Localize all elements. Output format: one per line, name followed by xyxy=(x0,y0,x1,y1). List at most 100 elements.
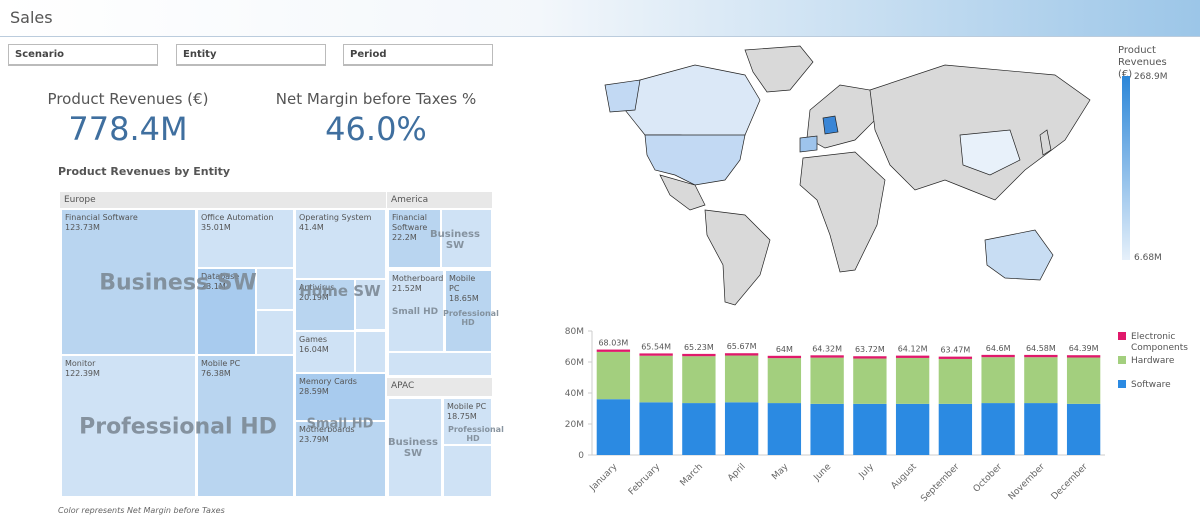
tile-value: 20.19M xyxy=(299,293,329,302)
total-label: 63.72M xyxy=(855,345,885,354)
bar-segment xyxy=(938,403,973,455)
kpi-value: 778.4M xyxy=(68,110,188,148)
bar-segment xyxy=(639,353,673,356)
legend-swatch xyxy=(1118,332,1126,340)
africa xyxy=(799,151,886,273)
japan xyxy=(1039,129,1052,156)
total-label: 64M xyxy=(776,345,793,354)
bar-segment xyxy=(724,355,759,403)
treemap-tile: Mobile PC 18.75M xyxy=(443,398,492,445)
y-tick-label: 80M xyxy=(565,327,584,337)
total-label: 64.32M xyxy=(812,344,842,353)
category-label: Small HD xyxy=(306,416,374,432)
tile-label: Motherboards xyxy=(299,425,355,434)
tile-label: Financial Software xyxy=(65,213,138,222)
tile-value: 22.2M xyxy=(392,233,417,242)
legend-swatch xyxy=(1118,356,1126,364)
group-header: America xyxy=(387,192,492,208)
bar-segment xyxy=(981,403,1015,455)
legend-label: Hardware xyxy=(1131,356,1175,366)
filter[interactable]: Period xyxy=(343,44,493,66)
bar-segment xyxy=(810,403,844,455)
y-tick-label: 40M xyxy=(565,389,584,399)
category-label: Business SW xyxy=(430,229,480,251)
bar-segment xyxy=(767,403,802,455)
category-label: Small HD xyxy=(391,307,439,317)
mexico xyxy=(659,174,706,211)
kpi-label: Product Revenues (€) xyxy=(47,90,209,108)
y-tick-label: 60M xyxy=(565,358,584,368)
map-legend-max: 268.9M xyxy=(1134,72,1168,82)
legend-label: Electronic Components xyxy=(1131,332,1188,353)
bar-segment xyxy=(895,357,930,404)
treemap-tile: Mobile PC 76.38M xyxy=(197,355,294,497)
tile-value: 35.01M xyxy=(201,223,231,232)
bar-segment xyxy=(639,355,673,403)
total-label: 63.47M xyxy=(940,346,970,355)
treemap-tile: Financial Software 22.2M xyxy=(388,209,441,268)
treemap-footnote: Color represents Net Margin before Taxes xyxy=(58,506,225,515)
bar-segment xyxy=(596,349,631,352)
x-tick-label: July xyxy=(857,462,877,482)
bar-segment xyxy=(1024,403,1058,455)
tile-value: 18.75M xyxy=(447,412,477,421)
sheet-title: Sales xyxy=(10,8,53,27)
filter[interactable]: Scenario xyxy=(8,44,158,66)
asia xyxy=(869,64,1091,201)
treemap-tile: Office Automation 35.01M xyxy=(197,209,294,268)
bar-segment xyxy=(639,402,673,455)
bar-segment xyxy=(767,358,802,404)
legend-swatch xyxy=(1118,380,1126,388)
tile-label: Antivirus xyxy=(299,283,335,292)
group-header: APAC xyxy=(387,378,492,396)
category-label: Business SW xyxy=(99,270,257,296)
tile-value: 23.1M xyxy=(201,282,226,291)
bar-segment xyxy=(810,355,844,358)
kpi-label: Net Margin before Taxes % xyxy=(275,90,477,108)
alaska xyxy=(604,79,641,113)
tile-label: Operating System xyxy=(299,213,372,222)
treemap-tile: Antivirus 20.19M xyxy=(295,279,355,331)
tile-value: 123.73M xyxy=(65,223,100,232)
total-label: 65.54M xyxy=(641,342,671,351)
bar-segment xyxy=(1024,354,1058,358)
x-tick-label: January xyxy=(588,462,620,494)
treemap-tile xyxy=(256,268,294,310)
tile-label: Monitor xyxy=(65,359,96,368)
x-tick-label: September xyxy=(919,462,961,504)
treemap-tile: Games 16.04M xyxy=(295,331,355,373)
bar-segment xyxy=(682,353,716,357)
y-tick-label: 0 xyxy=(578,451,584,461)
bar-segment xyxy=(1024,357,1058,404)
x-tick-label: February xyxy=(627,462,663,498)
bar-segment xyxy=(981,354,1015,358)
category-label: Business SW xyxy=(388,437,438,459)
tile-value: 16.04M xyxy=(299,345,329,354)
tile-label: Database xyxy=(201,272,240,281)
australia xyxy=(984,229,1054,281)
map-legend-gradient xyxy=(1122,76,1130,260)
total-label: 68.03M xyxy=(598,339,628,348)
tile-label: Games xyxy=(299,335,327,344)
bar-segment xyxy=(1066,355,1101,358)
tile-label: Financial Software xyxy=(392,213,428,232)
y-tick-label: 20M xyxy=(565,420,584,430)
south-america xyxy=(704,209,771,306)
greenland xyxy=(744,45,814,93)
total-label: 65.67M xyxy=(727,342,757,351)
treemap-tile: Motherboards 21.52M xyxy=(388,270,444,352)
bar-segment xyxy=(895,355,930,358)
tile-label: Office Automation xyxy=(201,213,274,222)
bar-segment xyxy=(596,351,631,400)
bar-segment xyxy=(853,403,887,455)
tile-value: 28.59M xyxy=(299,387,329,396)
bar-segment xyxy=(981,357,1015,404)
tile-value: 21.52M xyxy=(392,284,422,293)
x-tick-label: March xyxy=(679,462,705,488)
total-label: 64.6M xyxy=(986,344,1011,353)
filter[interactable]: Entity xyxy=(176,44,326,66)
world-map xyxy=(604,45,1091,306)
tile-label: Mobile PC xyxy=(447,402,487,411)
